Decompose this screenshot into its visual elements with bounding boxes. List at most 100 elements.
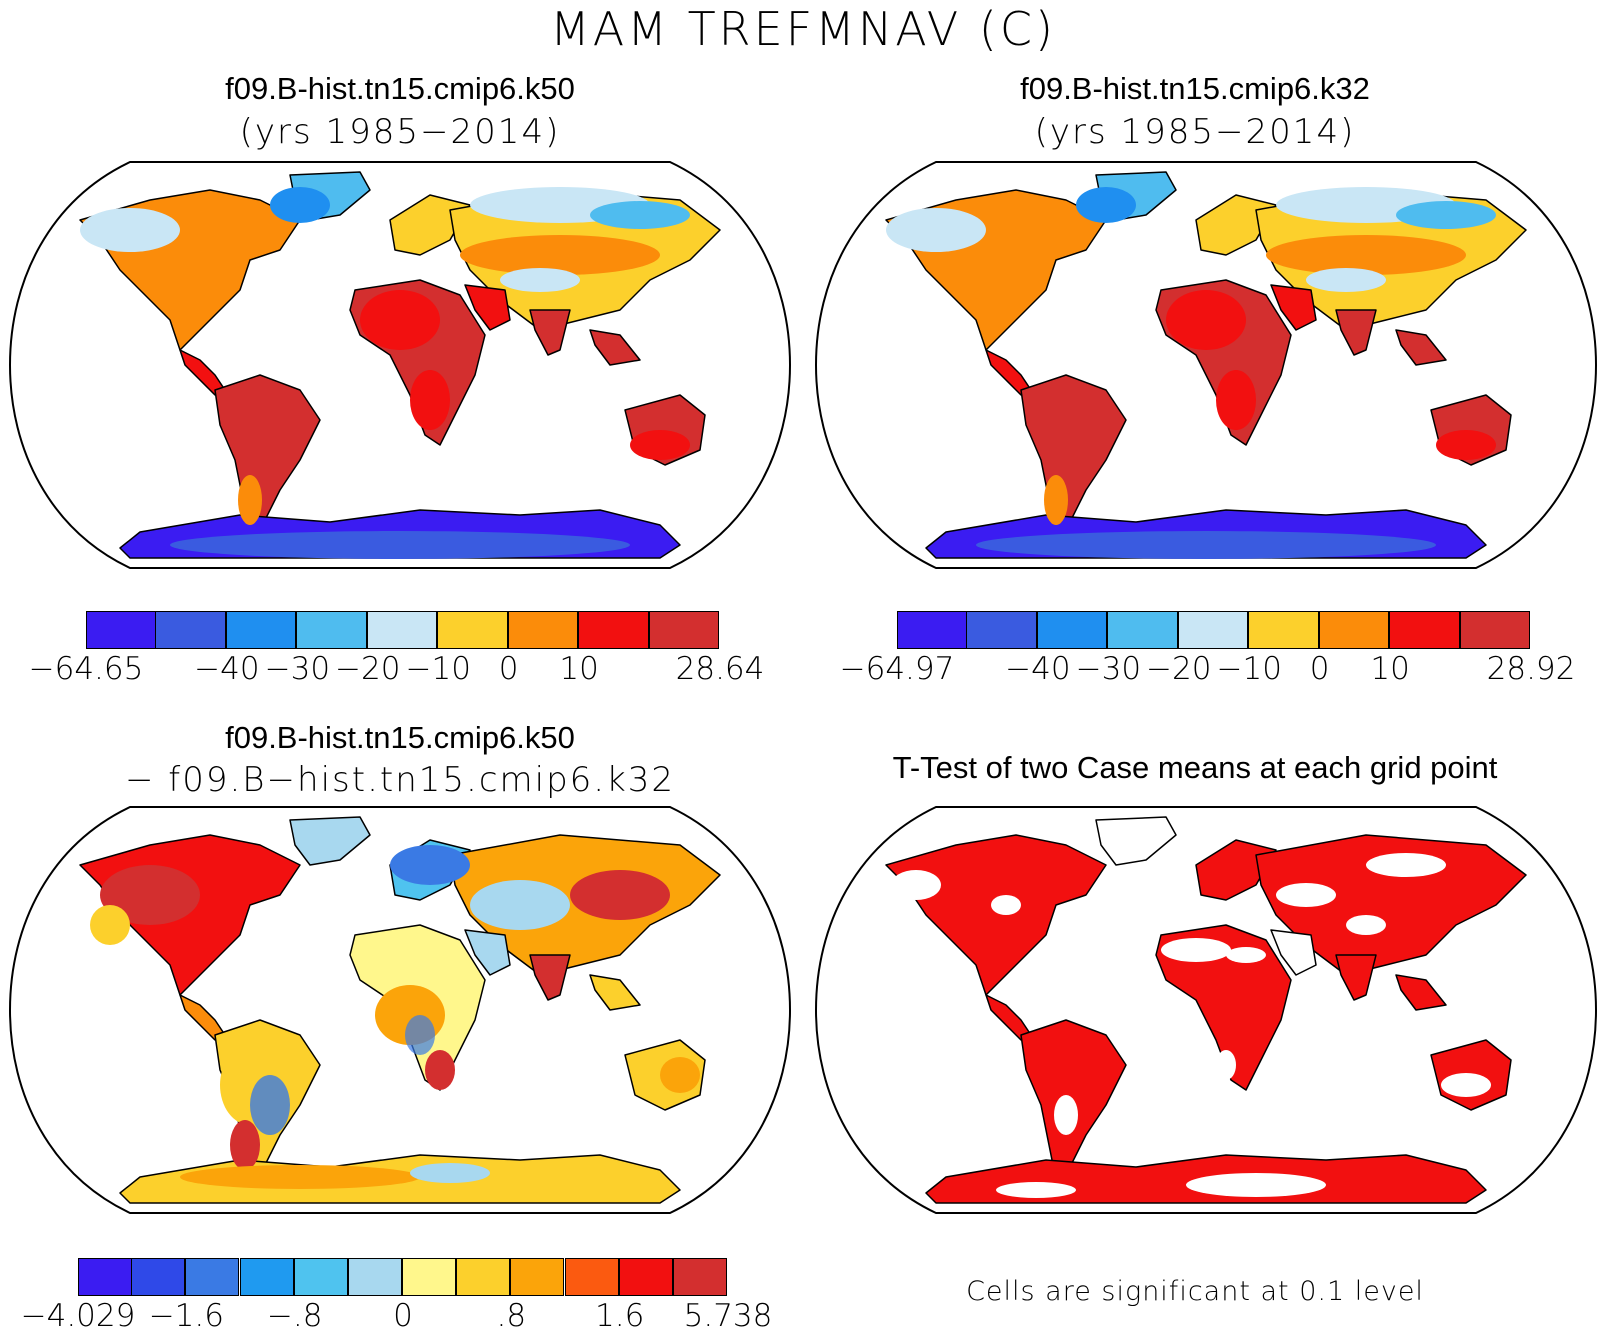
field-patch [390, 845, 470, 885]
colorbar-tick-label: .8 [496, 1298, 527, 1334]
colorbar-tick-label: 0 [498, 651, 519, 687]
asia-landmass [1255, 834, 1527, 976]
colorbar-swatch [155, 611, 226, 649]
colorbar-swatch [1248, 611, 1319, 649]
colorbar-swatch [1036, 611, 1108, 649]
figure-title: MAM TREFMNAV (C) [550, 2, 1056, 56]
colorbar-tick-label: 28.64 [675, 651, 765, 687]
map-boundary [814, 806, 1598, 1214]
non-significant-patch [991, 895, 1021, 915]
colorbar-tick-label: 28.92 [1486, 651, 1576, 687]
colorbar-swatch [1389, 611, 1460, 649]
colorbar-swatch [86, 611, 157, 649]
land-layer [885, 816, 1527, 1204]
colorbar-swatch [618, 1258, 673, 1296]
colorbar-tick-label: 0 [1309, 651, 1330, 687]
colorbar-tick-label: 5.738 [683, 1298, 773, 1334]
panel-1-title: f09.B-hist.tn15.cmip6.k50 [225, 71, 575, 106]
field-patch [630, 430, 690, 460]
non-significant-patch [1161, 938, 1231, 962]
north-america-landmass [885, 834, 1107, 996]
non-significant-patch [1054, 1095, 1078, 1135]
colorbar-3: −4.029 −1.6 −.8 0 .8 1.6 5.738 [21, 1258, 772, 1334]
field-patch [270, 187, 330, 223]
colorbar-swatch [366, 611, 438, 649]
field-patch [360, 290, 440, 350]
land-layer [79, 171, 721, 559]
colorbar-swatch [78, 1258, 133, 1296]
land-layer [79, 816, 721, 1204]
field-patch [405, 1015, 435, 1055]
map-panel-3 [8, 806, 792, 1214]
map-panel-1 [8, 161, 792, 569]
colorbar-tick-label: −40 [194, 651, 260, 687]
colorbar-tick-label: −10 [1216, 651, 1282, 687]
colorbar-swatch [578, 611, 649, 649]
colorbar-tick-label: −1.6 [148, 1298, 224, 1334]
map-boundary [8, 806, 792, 1214]
field-patch [886, 208, 986, 252]
greenland-landmass [289, 816, 371, 866]
non-significant-patch [891, 870, 941, 900]
colorbar-tick-label: −10 [405, 651, 471, 687]
colorbar-swatch [564, 1258, 619, 1296]
map-boundary [814, 161, 1598, 569]
field-patch [1076, 187, 1136, 223]
colorbar-tick-label: 10 [559, 651, 599, 687]
colorbar-tick-label: 0 [393, 1298, 413, 1334]
arabia-landmass [1270, 284, 1317, 331]
colorbar-tick-label: −40 [1005, 651, 1071, 687]
colorbar-swatch [1318, 611, 1390, 649]
colorbar-swatch [239, 1258, 294, 1296]
non-significant-patch [1366, 853, 1446, 877]
greenland-landmass [1095, 816, 1177, 866]
field-patch [1044, 475, 1068, 525]
field-patch [1396, 201, 1496, 229]
field-patch [1216, 370, 1256, 430]
colorbar-swatch [1107, 611, 1178, 649]
field-patch [425, 1050, 455, 1090]
field-patch [570, 870, 670, 920]
seasia-landmass [589, 329, 641, 366]
non-significant-patch [1226, 947, 1266, 963]
india-landmass [529, 954, 571, 1001]
colorbar-2: −64.97 −40 −30 −20 −10 0 10 28.92 [840, 611, 1575, 687]
non-significant-patch [996, 1182, 1076, 1198]
colorbar-swatch [1459, 611, 1530, 649]
field-patch [1266, 235, 1466, 275]
field-patch [230, 1120, 260, 1170]
seasia-landmass [1395, 329, 1447, 366]
colorbar-swatch [672, 1258, 727, 1296]
colorbar-swatch [510, 1258, 565, 1296]
land-layer [885, 171, 1527, 559]
colorbar-swatch [1177, 611, 1249, 649]
field-patch [180, 1165, 420, 1189]
colorbar-1: −64.65 −40 −30 −20 −10 0 10 28.64 [29, 611, 764, 687]
colorbar-swatch [897, 611, 968, 649]
non-significant-patch [1186, 1173, 1326, 1197]
colorbar-tick-label: −30 [1075, 651, 1142, 687]
colorbar-swatch [225, 611, 297, 649]
field-patch [250, 1075, 290, 1135]
colorbar-tick-label: −30 [264, 651, 331, 687]
field-patch [470, 880, 570, 930]
panel-3-subtitle: − f09.B−hist.tn15.cmip6.k32 [124, 760, 676, 800]
map-panel-4 [814, 806, 1598, 1214]
non-significant-patch [1276, 883, 1336, 907]
field-patch [590, 201, 690, 229]
colorbar-swatch [648, 611, 719, 649]
field-patch [1436, 430, 1496, 460]
colorbar-tick-label: −64.97 [839, 651, 955, 687]
africa-landmass [1155, 924, 1292, 1091]
colorbar-tick-label: −4.029 [20, 1298, 136, 1334]
field-patch [410, 1163, 490, 1183]
colorbar-swatch [507, 611, 579, 649]
colorbar-swatch [347, 1258, 402, 1296]
colorbar-tick-label: −.8 [266, 1298, 323, 1334]
field-patch [500, 268, 580, 292]
field-patch [90, 905, 130, 945]
panel-2-subtitle: (yrs 1985−2014) [1034, 112, 1356, 152]
colorbar-tick-label: −64.65 [28, 651, 144, 687]
field-patch [80, 208, 180, 252]
panel-3-title: f09.B-hist.tn15.cmip6.k50 [225, 720, 575, 755]
